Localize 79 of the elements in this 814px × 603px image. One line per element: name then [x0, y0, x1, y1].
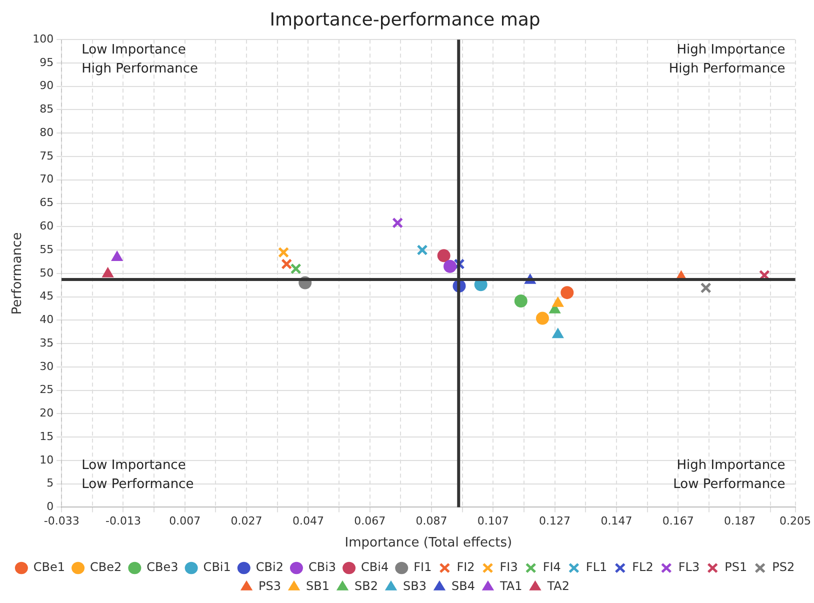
point [392, 217, 404, 228]
x-tick-label: 0.107 [477, 514, 509, 528]
legend-label: CBi1 [203, 560, 231, 574]
y-tick-label: 95 [40, 56, 54, 69]
point [514, 294, 528, 308]
point [102, 267, 114, 278]
point [437, 249, 450, 262]
point [111, 251, 123, 261]
legend-label: TA1 [498, 579, 522, 594]
x-tick-label: 0.027 [230, 514, 262, 528]
legend-label: PS1 [724, 560, 748, 574]
x-tick-label: -0.033 [44, 514, 80, 528]
chart-title: Importance-performance map [270, 9, 540, 30]
x-tick-label: 0.087 [416, 514, 448, 528]
y-tick-label: 85 [40, 102, 54, 116]
legend-label: FI4 [542, 560, 561, 574]
y-tick-label: 70 [40, 172, 54, 186]
legend-label: FL3 [678, 560, 700, 574]
x-tick-label: 0.047 [292, 514, 324, 528]
legend-label: SB2 [354, 579, 378, 594]
x-tick-label: -0.013 [106, 514, 141, 528]
annotation: Low Importance High Performance [82, 42, 198, 76]
y-tick-label: 55 [40, 242, 54, 256]
point [278, 246, 290, 258]
x-tick-label: 0.205 [780, 514, 812, 528]
legend-label: PS2 [772, 560, 795, 574]
legend-label: CBi2 [256, 560, 284, 574]
y-tick-label: 60 [40, 220, 54, 232]
legend-label: CBi4 [361, 560, 389, 574]
point [552, 328, 564, 338]
x-tick-label: 0.147 [600, 514, 632, 528]
x-tick-label: 0.167 [662, 514, 694, 528]
annotation: High Importance Low Performance [673, 458, 786, 492]
y-tick-label: 5 [46, 476, 54, 490]
legend-label: SB4 [451, 579, 475, 594]
y-tick-label: 50 [40, 266, 54, 280]
y-tick-label: 30 [40, 360, 54, 373]
x-tick-label: 0.127 [539, 514, 571, 528]
point [281, 258, 292, 270]
point [290, 263, 302, 274]
annotation: Low Importance Low Performance [82, 458, 194, 492]
legend-label: TA2 [546, 579, 570, 594]
y-tick-label: 90 [40, 79, 54, 92]
legend-label: FI2 [456, 560, 475, 574]
y-tick-label: 25 [40, 383, 54, 396]
point [552, 296, 564, 307]
y-tick-label: 40 [40, 313, 54, 326]
y-tick-label: 20 [40, 406, 54, 420]
legend-label: PS3 [258, 579, 282, 594]
x-axis-title: Importance (Total effects) [344, 536, 512, 551]
y-tick-label: 15 [40, 430, 54, 443]
point [700, 282, 712, 294]
point [536, 312, 549, 325]
point [416, 244, 428, 256]
point [560, 286, 574, 300]
legend-label: CBe1 [33, 560, 66, 574]
x-tick-label: 0.067 [354, 514, 386, 528]
legend-label: FI1 [414, 560, 432, 574]
legend-label: CBe2 [90, 560, 122, 574]
legend-label: FL2 [632, 560, 654, 574]
legend-label: SB3 [403, 579, 426, 594]
point [444, 260, 457, 273]
y-tick-label: 45 [40, 290, 54, 303]
legend-label: FI3 [500, 560, 518, 574]
annotation: High Importance High Performance [668, 42, 786, 76]
y-tick-label: 100 [32, 32, 54, 46]
y-tick-label: 75 [40, 149, 54, 162]
y-tick-label: 0 [46, 500, 54, 514]
y-tick-label: 65 [40, 196, 54, 210]
x-tick-label: 0.187 [724, 514, 756, 528]
y-tick-label: 10 [40, 453, 54, 466]
legend-label: CBi3 [308, 560, 336, 574]
legend-label: SB1 [306, 579, 330, 594]
y-tick-label: 35 [40, 336, 54, 350]
legend-label: CBe3 [146, 560, 178, 574]
x-tick-label: 0.007 [169, 514, 201, 528]
y-tick-label: 80 [40, 126, 54, 139]
legend-label: FL1 [586, 560, 608, 574]
y-axis-title: Performance [10, 232, 26, 315]
